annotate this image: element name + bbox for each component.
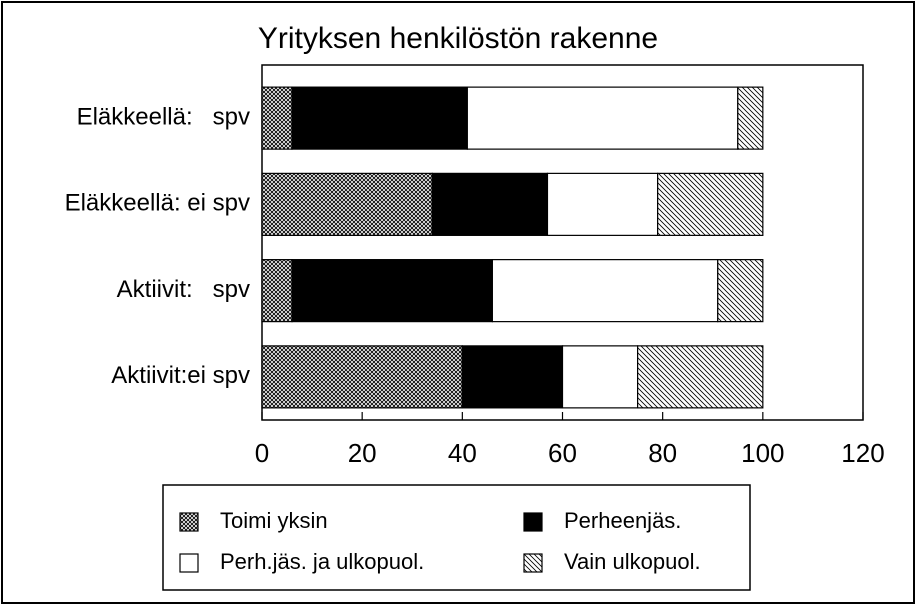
y-tick-label: Eläkkeellä: ei spv [65, 190, 250, 217]
x-tick-label: 80 [648, 438, 677, 468]
bar-segment [717, 259, 764, 323]
y-tick-label: Eläkkeellä: spv [77, 103, 250, 130]
bar-segment [291, 259, 493, 323]
legend-label: Vain ulkopuol. [564, 549, 701, 574]
bar-segment [261, 345, 463, 409]
x-tick-label: 120 [841, 438, 884, 468]
bar-segment [291, 86, 468, 150]
chart-title: Yrityksen henkilöstön rakenne [258, 22, 658, 55]
legend-label: Perh.jäs. ja ulkopuol. [220, 549, 424, 574]
legend-swatch [523, 512, 543, 532]
bar-segment [261, 259, 293, 323]
legend-label: Perheenjäs. [564, 508, 681, 533]
x-tick-label: 20 [348, 438, 377, 468]
bar-segment [466, 86, 739, 150]
x-tick-label: 0 [255, 438, 269, 468]
x-tick-label: 40 [448, 438, 477, 468]
bar-segment [261, 172, 433, 236]
bar-segment [431, 172, 549, 236]
bar-segment [491, 259, 719, 323]
bar-segment [261, 86, 293, 150]
bar-segment [737, 86, 764, 150]
bar-segment [657, 172, 764, 236]
bar-segment [461, 345, 564, 409]
legend-swatch [523, 553, 543, 573]
bar-segment [637, 345, 764, 409]
legend-swatch [179, 553, 199, 573]
legend-box [162, 484, 751, 591]
legend-swatch [179, 512, 199, 532]
x-tick-label: 60 [548, 438, 577, 468]
y-tick-label: Aktiivit: spv [117, 276, 250, 303]
bar-segment [546, 172, 659, 236]
x-tick-label: 100 [741, 438, 784, 468]
y-tick-label: Aktiivit:ei spv [111, 362, 250, 389]
legend-label: Toimi yksin [220, 508, 328, 533]
bar-segment [561, 345, 639, 409]
